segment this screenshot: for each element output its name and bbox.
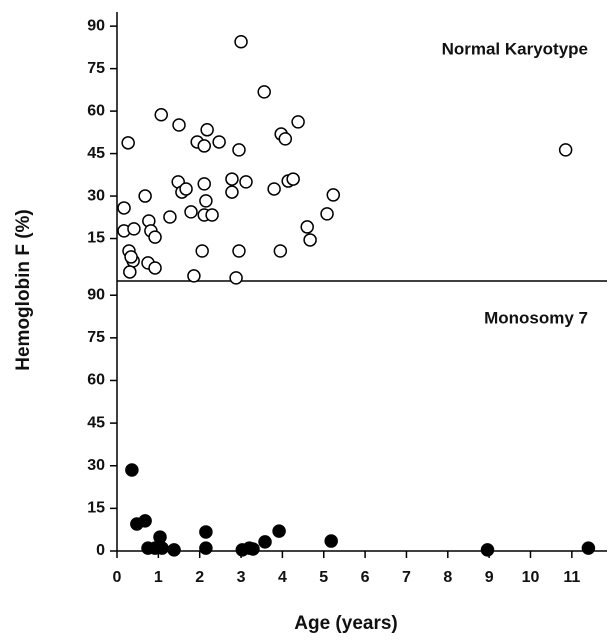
x-tick-label: 7: [402, 569, 411, 586]
data-point: [199, 525, 213, 539]
x-tick-label: 11: [563, 569, 580, 586]
data-point: [124, 250, 138, 264]
data-point: [167, 543, 181, 557]
data-point: [148, 230, 162, 244]
data-point: [212, 135, 226, 149]
data-point: [138, 189, 152, 203]
data-point: [148, 261, 162, 275]
x-tick-label: 4: [278, 569, 287, 586]
y-tick-label: 75: [87, 329, 105, 346]
data-point: [123, 265, 137, 279]
data-point: [187, 269, 201, 283]
data-point: [273, 244, 288, 258]
x-tick-label: 5: [319, 569, 328, 586]
data-point: [581, 541, 596, 555]
data-point: [320, 207, 334, 221]
x-tick-label: 0: [113, 569, 122, 586]
data-point: [558, 143, 573, 157]
data-point: [179, 182, 193, 196]
data-point: [278, 132, 293, 146]
x-tick-label: 10: [522, 569, 540, 586]
data-point: [232, 143, 246, 157]
data-point: [232, 244, 246, 258]
data-point: [246, 542, 260, 556]
data-point: [225, 172, 239, 186]
data-point: [205, 208, 219, 222]
data-point: [117, 201, 131, 215]
data-point: [151, 540, 166, 555]
y-tick-label: 45: [87, 145, 105, 162]
data-point: [172, 118, 186, 132]
panel-label: Monosomy 7: [484, 308, 588, 327]
data-point: [225, 185, 239, 199]
y-axis-label: Hemoglobin F (%): [13, 209, 34, 370]
y-tick-label: 90: [87, 286, 105, 303]
y-tick-label: 15: [87, 230, 105, 247]
data-point: [195, 244, 209, 258]
data-point: [197, 139, 211, 153]
y-tick-label: 30: [87, 187, 105, 204]
data-point: [234, 34, 248, 49]
y-tick-label: 90: [87, 17, 105, 34]
x-tick-label: 9: [485, 569, 494, 586]
data-point: [138, 514, 152, 528]
y-tick-label: 60: [87, 102, 105, 119]
y-tick-label: 75: [87, 60, 105, 77]
x-tick-label: 8: [443, 569, 452, 586]
data-point: [200, 123, 214, 137]
data-point: [303, 233, 317, 247]
panel-label: Normal Karyotype: [442, 39, 588, 58]
data-point: [229, 271, 243, 285]
data-point: [239, 175, 253, 189]
data-point: [127, 222, 141, 236]
data-point: [291, 115, 305, 129]
x-tick-label: 6: [361, 569, 370, 586]
data-point: [125, 463, 139, 477]
data-point: [199, 194, 213, 208]
y-tick-label: 0: [96, 542, 105, 559]
y-tick-label: 30: [87, 457, 105, 474]
data-point: [286, 172, 300, 186]
x-tick-label: 2: [195, 569, 204, 586]
data-point: [480, 543, 495, 557]
y-tick-label: 15: [87, 500, 105, 517]
data-point: [324, 534, 338, 548]
data-point: [300, 220, 314, 234]
y-tick-label: 45: [87, 414, 105, 431]
x-tick-label: 3: [237, 569, 246, 586]
data-point: [184, 205, 198, 219]
data-point: [326, 188, 341, 202]
data-point: [163, 210, 177, 224]
data-point: [258, 535, 272, 549]
data-point: [257, 85, 271, 99]
data-point: [267, 182, 281, 196]
data-point: [197, 177, 211, 191]
data-point: [154, 108, 168, 122]
data-point: [272, 524, 286, 538]
data-point: [199, 541, 213, 555]
y-tick-label: 60: [87, 372, 105, 389]
x-tick-label: 1: [154, 569, 163, 586]
data-point: [121, 136, 135, 150]
x-axis-label: Age (years): [294, 613, 398, 634]
